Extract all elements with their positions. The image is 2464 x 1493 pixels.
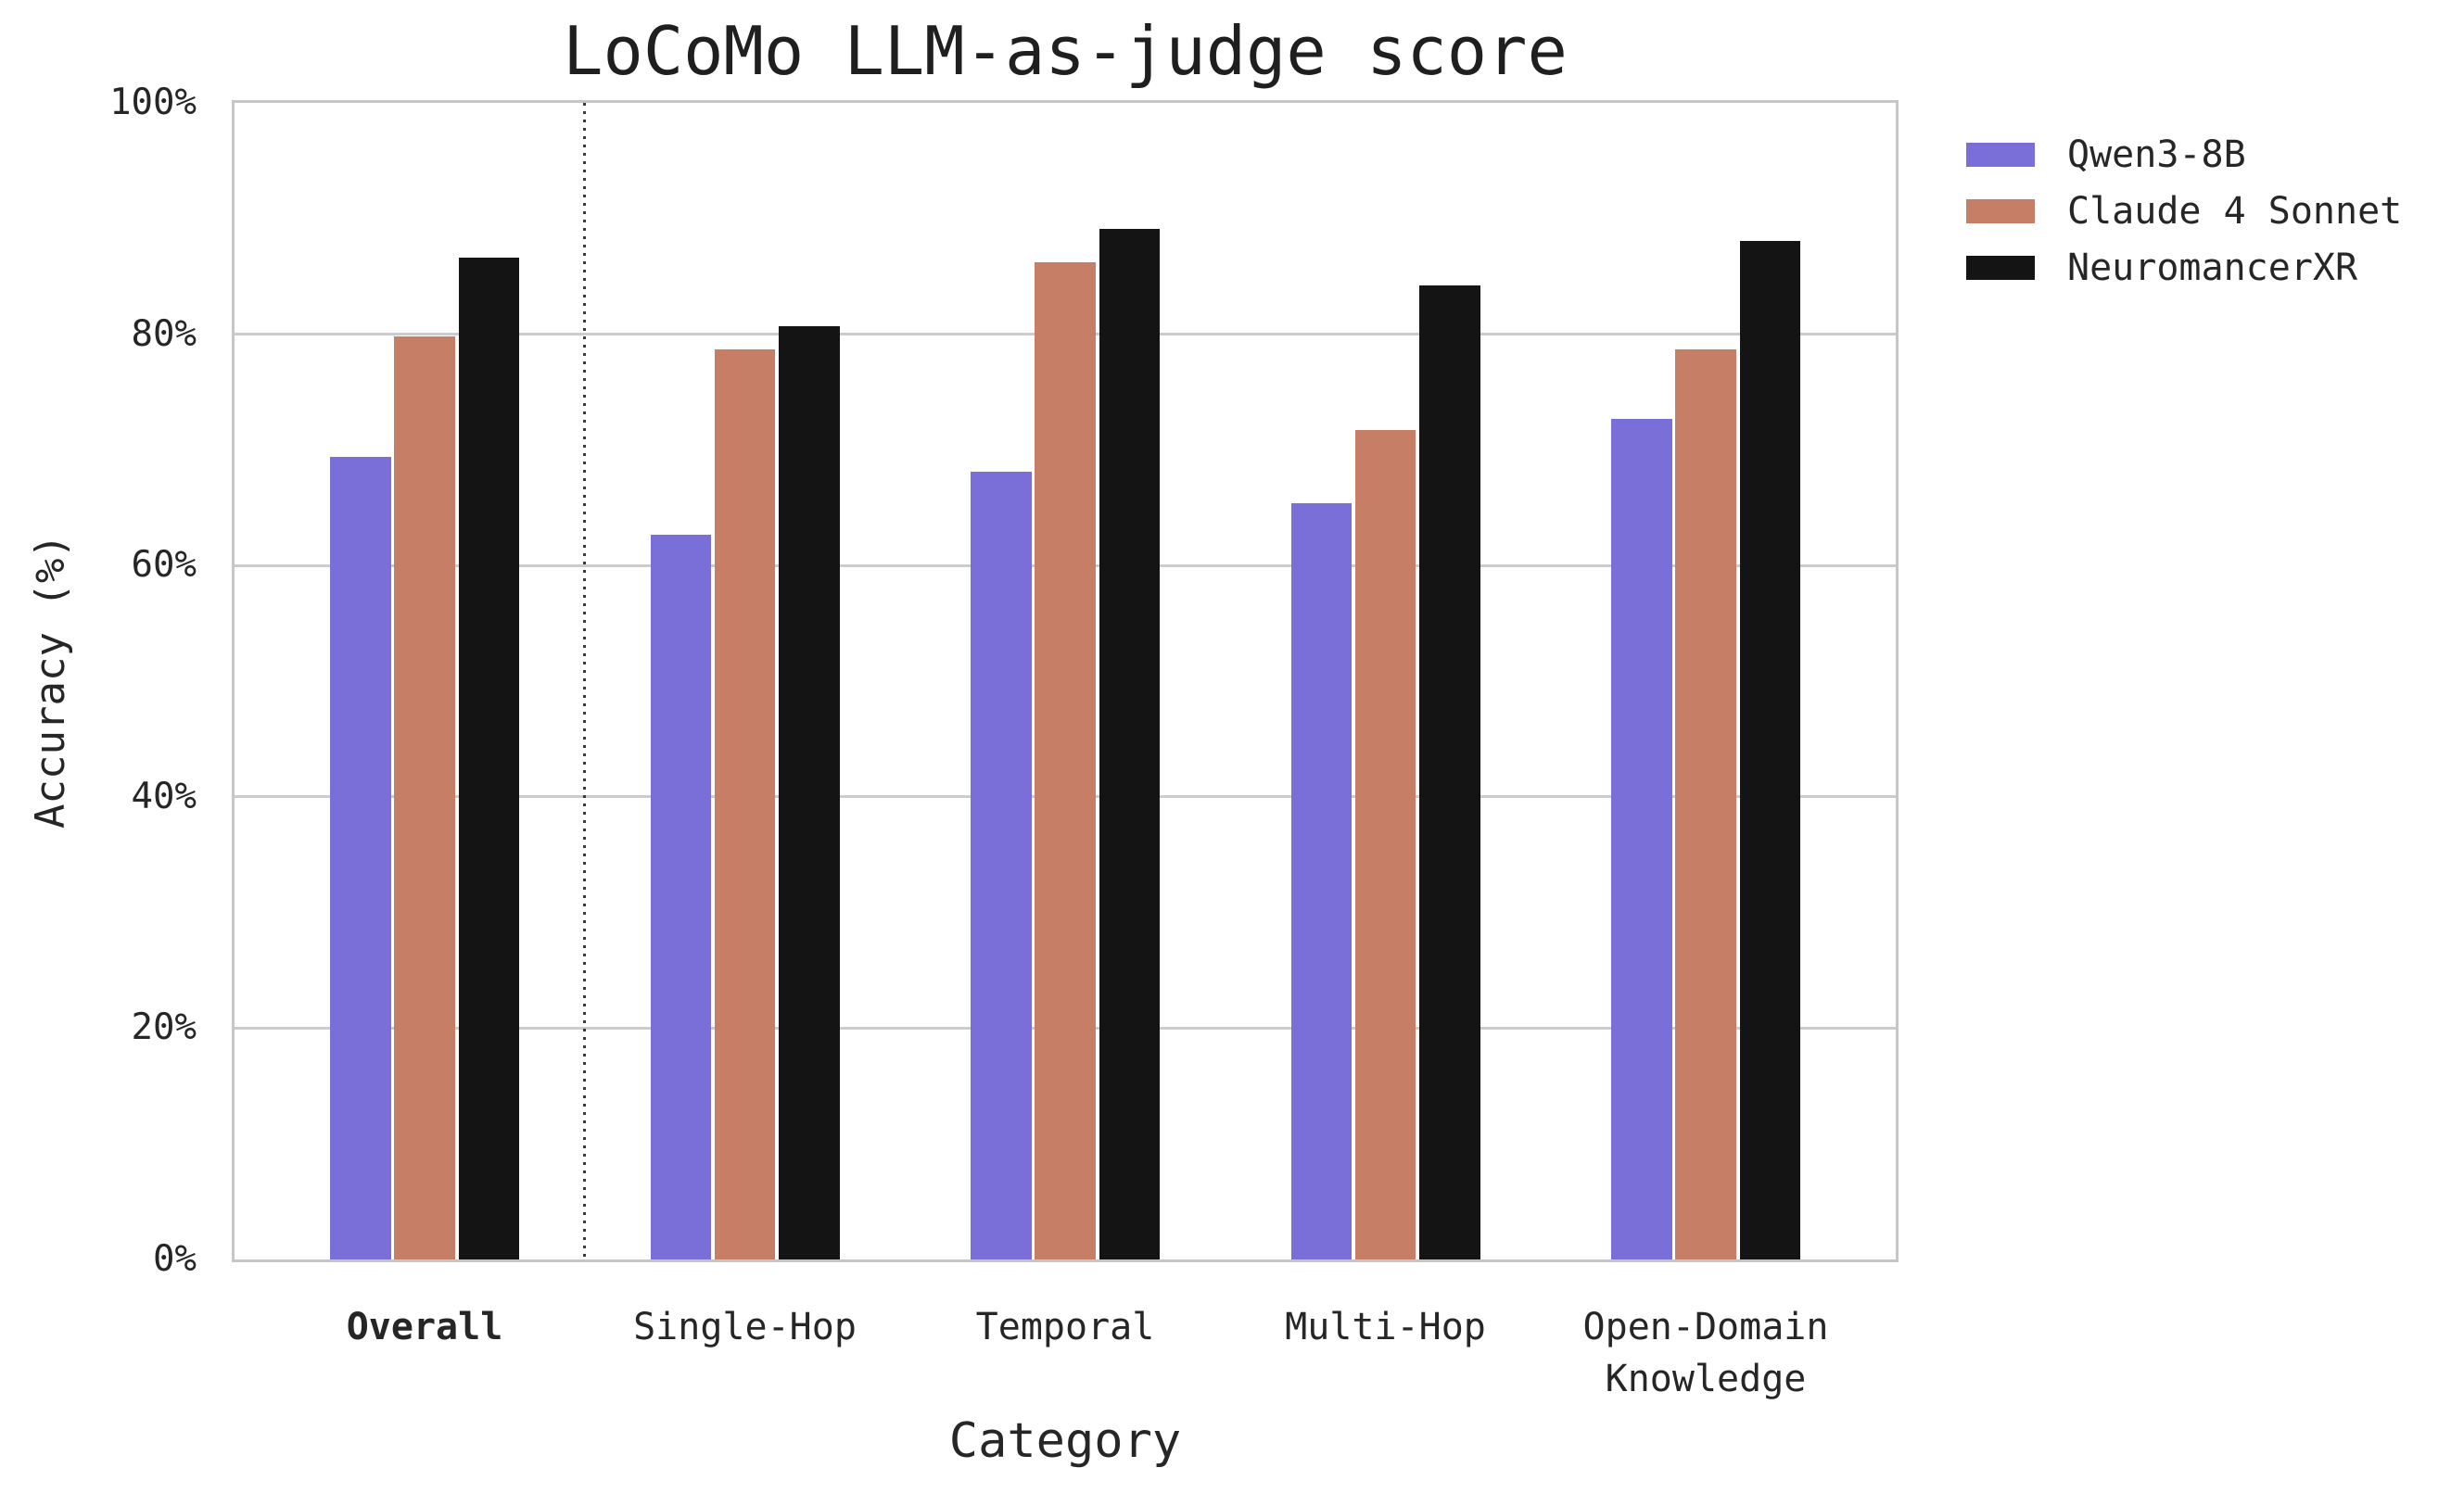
x-tick-label-temporal: Temporal xyxy=(975,1306,1155,1348)
bar-claude-4-sonnet-temporal xyxy=(1035,262,1096,1259)
bar-neuromancerxr-single-hop xyxy=(779,325,840,1259)
plot-area xyxy=(232,100,1899,1262)
legend-swatch-neuromancerxr xyxy=(1966,255,2035,280)
bar-qwen3-8b-single-hop xyxy=(650,534,711,1259)
x-tick-label-single-hop: Single-Hop xyxy=(633,1306,857,1348)
legend-item: Claude 4 Sonnet xyxy=(1966,183,2402,239)
bar-qwen3-8b-temporal xyxy=(971,472,1032,1259)
y-tick-label-100: 100% xyxy=(109,82,197,123)
x-tick-label-open-domain: Open-Domain Knowledge xyxy=(1582,1306,1829,1400)
legend-label: NeuromancerXR xyxy=(2067,246,2358,289)
bar-claude-4-sonnet-overall xyxy=(394,336,455,1259)
y-tick-label-20: 20% xyxy=(131,1006,197,1049)
legend: Qwen3-8B Claude 4 Sonnet NeuromancerXR xyxy=(1966,126,2402,296)
bar-claude-4-sonnet-single-hop xyxy=(714,348,776,1259)
bar-qwen3-8b-open-domain xyxy=(1611,418,1672,1259)
y-tick-label-60: 60% xyxy=(131,544,197,587)
bar-neuromancerxr-overall xyxy=(458,258,519,1259)
legend-swatch-claude-4-sonnet xyxy=(1966,198,2035,223)
bar-claude-4-sonnet-multi-hop xyxy=(1354,430,1416,1259)
bar-neuromancerxr-multi-hop xyxy=(1419,285,1480,1259)
x-tick-label-overall: Overall xyxy=(346,1306,503,1348)
y-tick-label-0: 0% xyxy=(153,1238,197,1280)
bar-qwen3-8b-multi-hop xyxy=(1290,502,1352,1259)
legend-label: Qwen3-8B xyxy=(2067,133,2246,176)
bar-neuromancerxr-temporal xyxy=(1099,229,1160,1259)
overall-separator-line xyxy=(583,103,587,1259)
legend-item: NeuromancerXR xyxy=(1966,239,2402,296)
y-tick-label-80: 80% xyxy=(131,312,197,355)
x-axis-label: Category xyxy=(948,1413,1182,1469)
bar-claude-4-sonnet-open-domain xyxy=(1675,348,1736,1259)
bar-qwen3-8b-overall xyxy=(330,456,391,1259)
bar-neuromancerxr-open-domain xyxy=(1739,240,1800,1259)
y-tick-label-40: 40% xyxy=(131,775,197,817)
x-tick-label-multi-hop: Multi-Hop xyxy=(1285,1306,1486,1348)
legend-item: Qwen3-8B xyxy=(1966,126,2402,183)
legend-swatch-qwen3-8b xyxy=(1966,142,2035,167)
chart-title: LoCoMo LLM-as-judge score xyxy=(563,12,1568,90)
legend-label: Claude 4 Sonnet xyxy=(2067,189,2403,233)
